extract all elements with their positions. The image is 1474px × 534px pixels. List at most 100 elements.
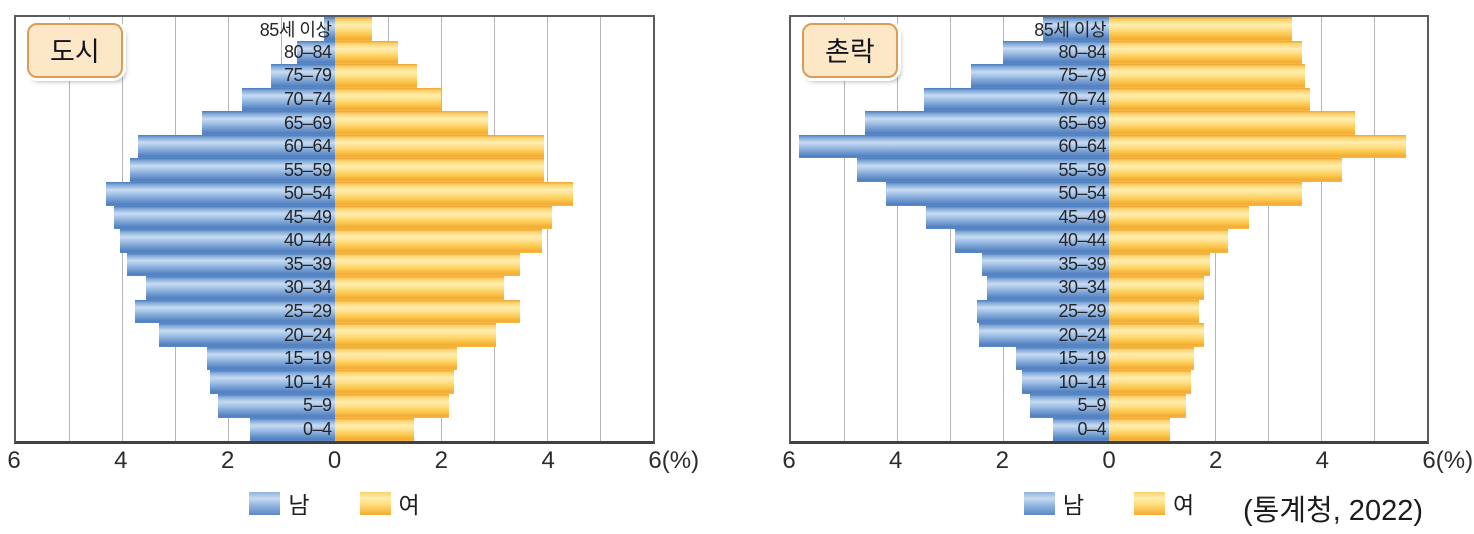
legend-label-male: 남 xyxy=(288,492,310,518)
female-bar xyxy=(1109,229,1229,253)
male-bar xyxy=(119,229,335,253)
age-group-label: 20–24 xyxy=(283,324,332,345)
age-group-label: 65–69 xyxy=(1058,112,1106,133)
pyramid-row: 20–24 xyxy=(791,323,1427,347)
male-bar xyxy=(135,299,335,324)
pyramid-row: 35–39 xyxy=(791,252,1427,277)
male-bar xyxy=(1029,394,1109,418)
age-group-label: 60–64 xyxy=(1058,136,1106,157)
age-group-label: 80–84 xyxy=(283,41,332,62)
age-group-label: 80–84 xyxy=(1058,41,1106,62)
legend-label-female: 여 xyxy=(398,492,420,518)
pyramid-row: 65–69 xyxy=(16,111,653,135)
age-group-label: 0–4 xyxy=(302,418,332,439)
male-bar xyxy=(146,276,335,300)
female-bar xyxy=(334,181,574,206)
pyramid-row: 10–14 xyxy=(16,370,653,394)
age-group-label: 70–74 xyxy=(1058,88,1106,109)
age-group-label: 10–14 xyxy=(283,371,332,392)
age-group-label: 60–64 xyxy=(283,136,332,157)
age-group-label: 15–19 xyxy=(283,348,332,369)
male-bar xyxy=(886,181,1109,206)
female-bar xyxy=(334,323,497,347)
female-bar xyxy=(1109,417,1170,442)
legend: 남 여 xyxy=(789,486,1429,520)
female-bar xyxy=(334,346,457,371)
age-group-label: 75–79 xyxy=(1058,65,1106,86)
male-bar xyxy=(798,134,1109,159)
female-bar xyxy=(334,87,441,112)
x-tick-label: 0 xyxy=(327,447,342,474)
female-bar xyxy=(334,394,449,418)
male-bar xyxy=(981,252,1109,277)
female-bar xyxy=(334,158,545,182)
gridline xyxy=(897,17,898,441)
age-group-label: 5–9 xyxy=(1077,395,1106,416)
male-color-swatch xyxy=(1023,491,1055,515)
pyramid-row: 45–49 xyxy=(16,205,653,230)
male-bar xyxy=(138,134,335,159)
age-group-label: 65–69 xyxy=(283,112,332,133)
male-bar xyxy=(987,276,1109,300)
age-group-label: 0–4 xyxy=(1077,418,1106,439)
female-bar xyxy=(334,229,542,253)
female-bar xyxy=(1109,323,1205,347)
age-group-label: 10–14 xyxy=(1058,371,1106,392)
pyramid-row: 75–79 xyxy=(16,64,653,88)
age-group-label: 25–29 xyxy=(283,301,332,322)
pyramid-row: 55–59 xyxy=(16,158,653,182)
male-bar xyxy=(1053,417,1109,442)
age-group-label: 55–59 xyxy=(1058,159,1106,180)
x-tick-label: 4 xyxy=(541,447,555,474)
male-bar xyxy=(1042,17,1109,41)
age-group-label: 25–29 xyxy=(1058,301,1106,322)
male-bar xyxy=(857,158,1109,182)
x-axis-ticks: 6 4 2 0 2 4 6(%) xyxy=(782,447,1473,481)
female-bar xyxy=(1109,181,1303,206)
pyramid-row: 45–49 xyxy=(791,205,1427,230)
age-group-label: 15–19 xyxy=(1058,348,1106,369)
male-color-swatch xyxy=(249,491,281,515)
legend-label-female: 여 xyxy=(1173,492,1195,518)
female-bar xyxy=(1109,134,1406,159)
female-bar xyxy=(1109,111,1356,135)
legend-label-male: 남 xyxy=(1062,492,1084,518)
male-bar xyxy=(323,17,335,41)
pyramid-row: 25–29 xyxy=(791,299,1427,324)
male-bar xyxy=(130,158,335,182)
pyramid-row: 80–84 xyxy=(791,40,1427,65)
pyramid-row: 15–19 xyxy=(16,346,653,371)
female-bar xyxy=(1109,205,1250,230)
region-badge-city: 도시 xyxy=(27,23,123,78)
age-group-label: 20–24 xyxy=(1058,324,1106,345)
x-tick-label: 6(%) xyxy=(648,447,700,474)
legend-item-female: 여 xyxy=(1134,486,1194,520)
female-bar xyxy=(1109,299,1200,324)
age-group-label: 30–34 xyxy=(1058,277,1106,298)
pyramid-plot-city: 85세 이상 80–84 75–79 70–74 65–69 60–64 55–59 50–5… xyxy=(14,15,655,444)
age-group-label: 50–54 xyxy=(283,183,332,204)
female-bar xyxy=(334,205,553,230)
pyramid-rows: 85세 이상 80–84 75–79 70–74 65–69 60–64 55–59 50–5… xyxy=(791,17,1427,442)
pyramid-row: 50–54 xyxy=(791,181,1427,206)
male-bar xyxy=(270,64,335,88)
female-color-swatch xyxy=(1134,491,1165,515)
pyramid-row: 40–44 xyxy=(791,229,1427,253)
female-bar xyxy=(1109,252,1210,277)
pyramid-row: 30–34 xyxy=(16,276,653,300)
x-tick-label: 6 xyxy=(782,447,796,474)
pyramid-row: 20–24 xyxy=(16,323,653,347)
pyramid-row: 75–79 xyxy=(791,64,1427,88)
age-group-label: 85세 이상 xyxy=(1034,19,1106,40)
pyramid-row: 55–59 xyxy=(791,158,1427,182)
x-tick-label: 2 xyxy=(995,447,1010,474)
x-tick-label: 2 xyxy=(220,447,235,474)
male-bar xyxy=(249,417,335,442)
female-bar xyxy=(1109,394,1186,418)
female-bar xyxy=(1109,346,1194,371)
pyramid-row: 70–74 xyxy=(791,87,1427,112)
female-bar xyxy=(334,370,454,394)
pyramid-row: 85세 이상 xyxy=(16,17,653,41)
male-bar xyxy=(297,40,335,65)
